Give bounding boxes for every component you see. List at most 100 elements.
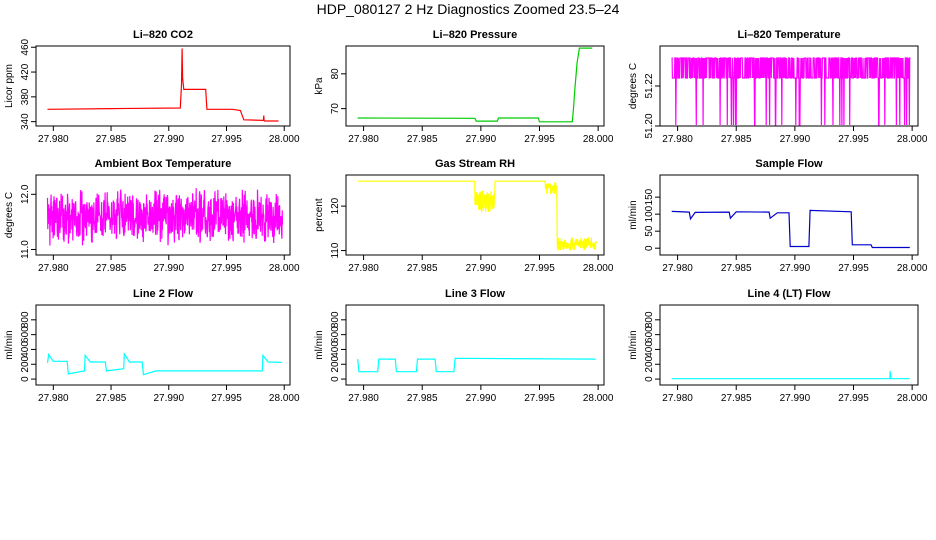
x-tick-label: 27.980 <box>38 263 69 274</box>
y-tick-label: 600 <box>644 326 655 343</box>
plot-panel: Line 4 (LT) Flow 27.980 27.985 27.990 27.995… <box>628 288 928 404</box>
y-axis-label: ml/min <box>314 330 325 359</box>
y-tick-label: 420 <box>20 63 31 80</box>
plot-title: Li–820 Pressure <box>433 29 517 41</box>
x-tick-label: 27.980 <box>662 393 693 404</box>
x-tick-label: 27.990 <box>466 393 497 404</box>
x-tick-label: 27.995 <box>211 393 242 404</box>
x-tick-label: 28.000 <box>583 393 614 404</box>
x-tick-label: 27.990 <box>780 393 811 404</box>
plot-panel: Li–820 CO2 27.980 27.985 27.990 27.995 28.000… <box>4 29 300 145</box>
x-tick-label: 27.985 <box>96 134 127 145</box>
y-tick-label: 460 <box>20 38 31 55</box>
x-tick-label: 27.990 <box>780 263 811 274</box>
plot-panel: Line 3 Flow 27.980 27.985 27.990 27.995 28.00… <box>314 288 614 404</box>
x-tick-label: 27.985 <box>407 393 438 404</box>
x-tick-label: 28.000 <box>897 134 928 145</box>
plot-frame <box>345 45 605 127</box>
y-tick-label: 11.0 <box>20 240 31 259</box>
x-tick-label: 27.985 <box>721 134 752 145</box>
y-tick-label: 70 <box>330 103 341 115</box>
y-axis-label: degrees C <box>628 63 639 109</box>
y-tick-label: 600 <box>330 326 341 343</box>
y-tick-label: 51.22 <box>644 73 655 98</box>
x-tick-label: 27.995 <box>838 393 869 404</box>
series-line <box>46 351 282 376</box>
y-tick-label: 0 <box>20 376 31 382</box>
series-line <box>357 180 597 252</box>
x-tick-label: 27.990 <box>153 263 184 274</box>
plot-panel: Li–820 Pressure 27.980 27.985 27.990 27.995 2… <box>314 29 614 145</box>
x-tick-label: 27.980 <box>662 263 693 274</box>
y-tick-label: 400 <box>330 341 341 358</box>
y-axis-label: degrees C <box>4 192 15 238</box>
x-tick-label: 27.990 <box>466 263 497 274</box>
y-axis-label: ml/min <box>628 330 639 359</box>
plot-title: Gas Stream RH <box>435 158 515 170</box>
plot-title: Line 3 Flow <box>445 288 505 300</box>
x-tick-label: 27.995 <box>211 134 242 145</box>
x-tick-label: 28.000 <box>269 134 300 145</box>
x-tick-label: 27.980 <box>348 263 379 274</box>
plot-panel: Ambient Box Temperature 27.980 27.985 27.99… <box>4 158 300 274</box>
y-tick-label: 0 <box>330 376 341 382</box>
series-line <box>671 209 910 249</box>
plot-title: Li–820 CO2 <box>133 29 193 41</box>
x-tick-label: 27.985 <box>407 134 438 145</box>
x-tick-label: 28.000 <box>583 134 614 145</box>
y-tick-label: 800 <box>330 311 341 328</box>
y-tick-label: 380 <box>20 88 31 105</box>
series-line <box>671 370 910 380</box>
y-tick-label: 150 <box>644 188 655 205</box>
y-tick-label: 800 <box>20 311 31 328</box>
y-tick-label: 0 <box>644 376 655 382</box>
y-tick-label: 600 <box>20 326 31 343</box>
y-tick-label: 400 <box>20 341 31 358</box>
plot-title: Line 2 Flow <box>133 288 193 300</box>
y-tick-label: 12.0 <box>20 184 31 204</box>
y-tick-label: 340 <box>20 113 31 130</box>
plot-frame <box>35 174 291 256</box>
y-tick-label: 400 <box>644 341 655 358</box>
y-tick-label: 200 <box>330 355 341 372</box>
x-tick-label: 27.995 <box>524 263 555 274</box>
y-tick-label: 200 <box>644 355 655 372</box>
plot-panel: Li–820 Temperature 27.980 27.985 27.990 27.9… <box>628 29 928 145</box>
plot-panel: Line 2 Flow 27.980 27.985 27.990 27.995 28.00… <box>4 288 300 404</box>
x-tick-label: 28.000 <box>897 393 928 404</box>
plot-title: Sample Flow <box>755 158 823 170</box>
y-tick-label: 120 <box>330 197 341 214</box>
plot-frame <box>35 45 291 127</box>
y-tick-label: 0 <box>644 245 655 251</box>
x-tick-label: 27.985 <box>721 393 752 404</box>
x-tick-label: 27.980 <box>662 134 693 145</box>
plot-panel: Gas Stream RH 27.980 27.985 27.990 27.995 28.… <box>314 158 614 274</box>
x-tick-label: 27.990 <box>153 134 184 145</box>
y-tick-label: 800 <box>644 311 655 328</box>
plot-title: Ambient Box Temperature <box>95 158 232 170</box>
x-tick-label: 27.980 <box>348 393 379 404</box>
x-tick-label: 27.995 <box>838 134 869 145</box>
y-axis-label: percent <box>314 198 325 232</box>
y-tick-label: 50 <box>644 225 655 237</box>
y-tick-label: 100 <box>644 205 655 222</box>
plot-frame <box>659 304 919 386</box>
series-line <box>671 57 911 126</box>
x-tick-label: 27.995 <box>838 263 869 274</box>
x-tick-label: 28.000 <box>269 263 300 274</box>
x-tick-label: 28.000 <box>583 263 614 274</box>
x-tick-label: 27.990 <box>153 393 184 404</box>
series-line <box>46 188 284 246</box>
y-tick-label: 80 <box>330 68 341 80</box>
x-tick-label: 27.995 <box>211 263 242 274</box>
series-line <box>47 48 279 122</box>
x-tick-label: 27.985 <box>96 263 127 274</box>
x-tick-label: 27.985 <box>407 263 438 274</box>
x-tick-label: 28.000 <box>269 393 300 404</box>
x-tick-label: 27.980 <box>38 393 69 404</box>
x-tick-label: 27.985 <box>96 393 127 404</box>
plot-panel: Sample Flow 27.980 27.985 27.990 27.995 28.00… <box>628 158 928 274</box>
plot-title: Li–820 Temperature <box>737 29 840 41</box>
y-axis-label: Licor ppm <box>4 64 15 108</box>
